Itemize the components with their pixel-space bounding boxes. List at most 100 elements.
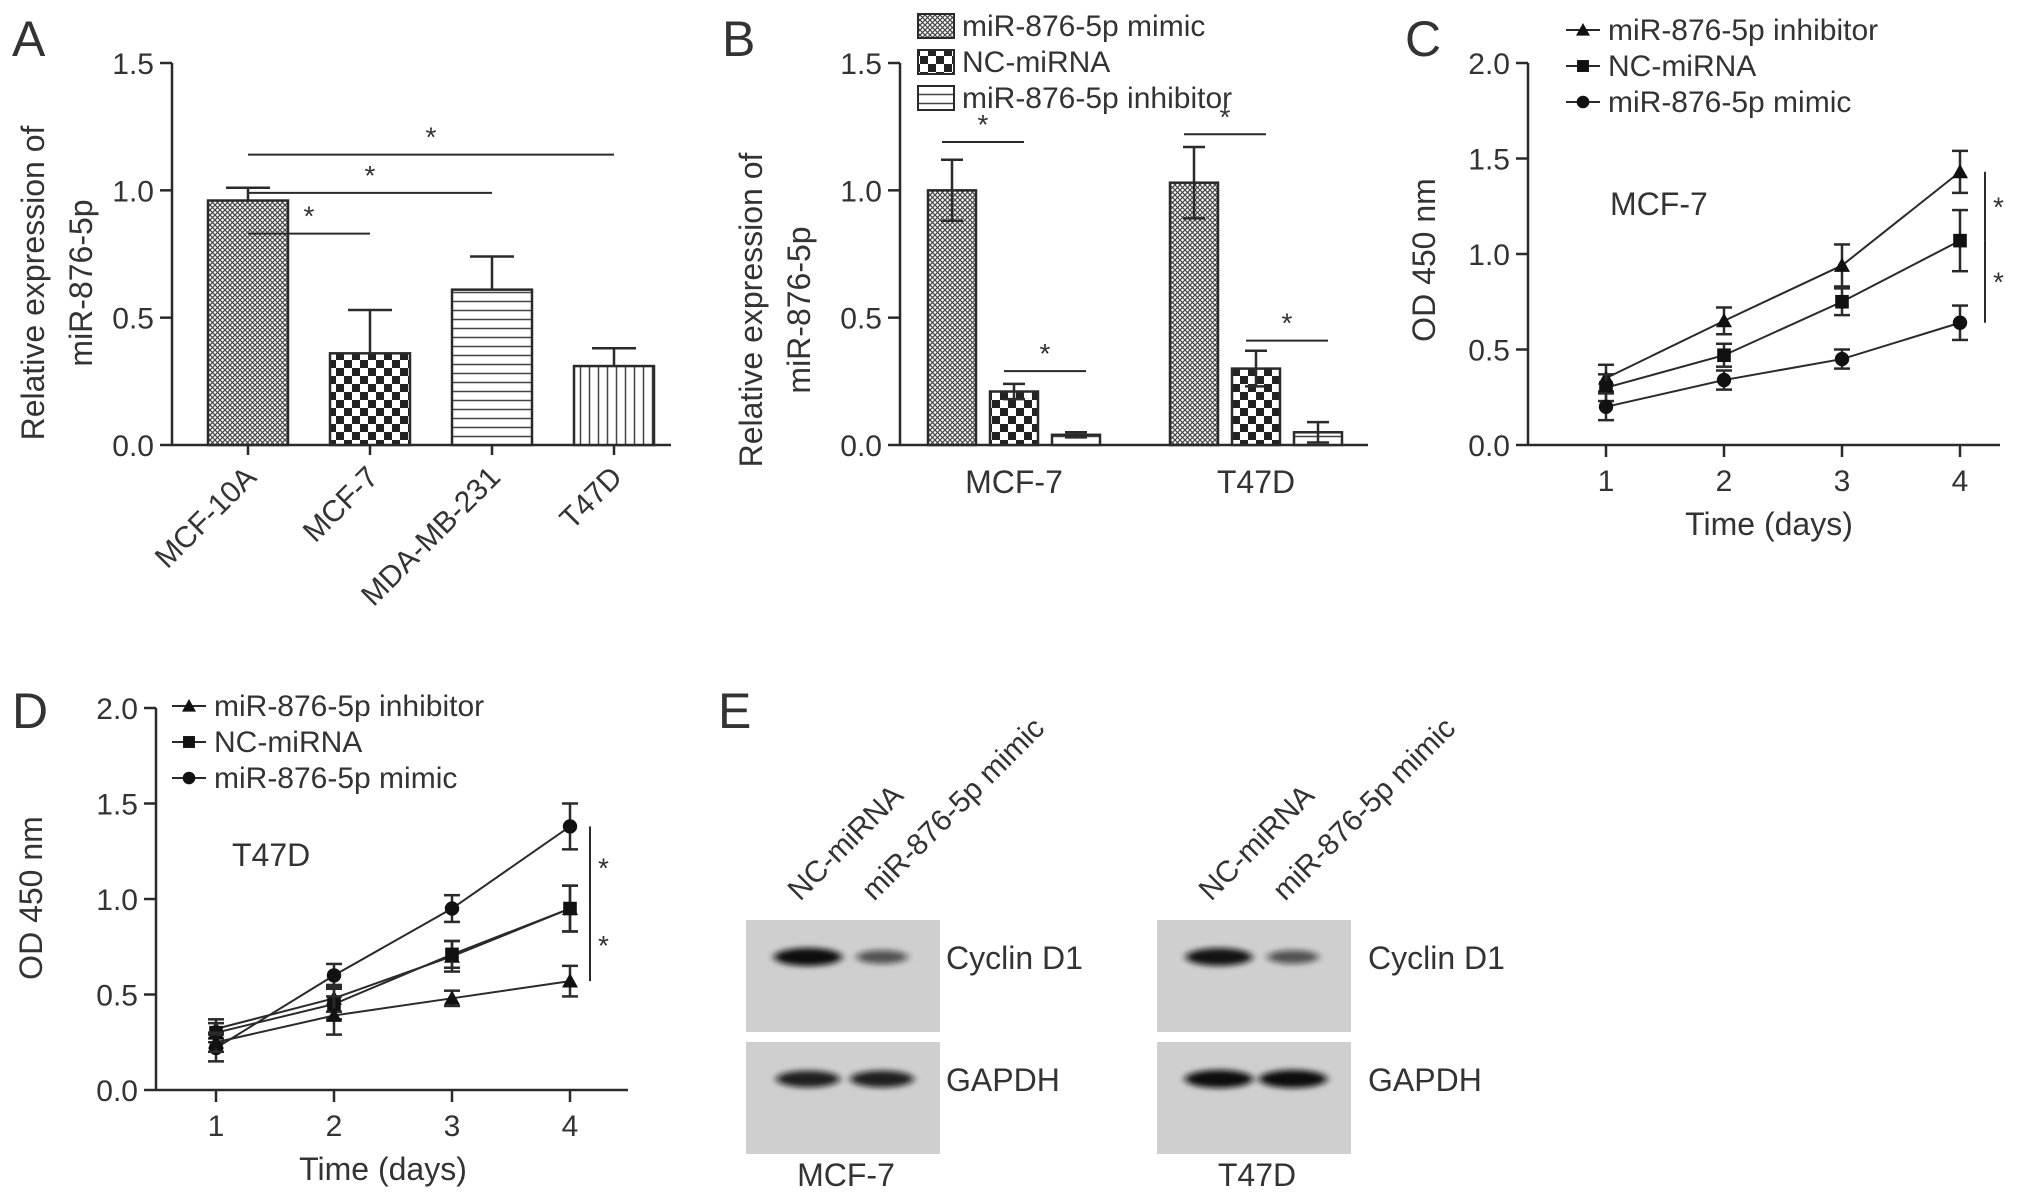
- panel-c-data-point: [1952, 163, 1968, 179]
- panel-letter-a: A: [12, 11, 46, 67]
- panel-c-legend-marker: [1577, 60, 1589, 72]
- panel-d-xlabel: Time (days): [299, 1151, 467, 1187]
- panel-b-ylabel-line1: Relative expression of: [733, 152, 769, 467]
- panel-b-bar: [1168, 181, 1220, 447]
- panel-c-x-tick-label: 4: [1952, 465, 1969, 498]
- panel-d-series-line: [215, 907, 571, 1034]
- panel-c-annotation: MCF-7: [1610, 186, 1708, 222]
- panel-c-y-tick-label: 2.0: [1468, 48, 1510, 81]
- panel-d-y-tick-label: 1.0: [96, 884, 138, 917]
- panel-b-legend-label: miR-876-5p mimic: [962, 10, 1205, 43]
- panel-a-bar: [206, 199, 290, 447]
- panel-b-significance-label: *: [1040, 338, 1051, 369]
- panel-d-legend-label: NC-miRNA: [214, 726, 362, 759]
- panel-d-x-tick-label: 1: [208, 1110, 225, 1143]
- panel-c-legend-label: miR-876-5p inhibitor: [1608, 14, 1878, 47]
- panel-d-legend-marker: [183, 736, 195, 748]
- panel-e-band: [856, 950, 908, 964]
- panel-c-line-chart: 0.0 0.5 1.0 1.5 2.0 1 2 3 4 * *: [1468, 48, 2004, 498]
- panel-a-x-tick-label: MCF-7: [297, 461, 385, 549]
- panel-b-legend-label: miR-876-5p inhibitor: [962, 82, 1232, 115]
- panel-b-legend-swatch: [917, 49, 955, 75]
- panel-d-significance-label: *: [598, 930, 609, 961]
- panel-b-legend-label: NC-miRNA: [962, 46, 1110, 79]
- panel-a-significance-label: *: [426, 122, 437, 153]
- panel-c-y-tick-label: 1.0: [1468, 239, 1510, 272]
- panel-c-data-point: [1716, 312, 1732, 328]
- panel-e-band: [1185, 1069, 1253, 1088]
- panel-d-legend-label: miR-876-5p inhibitor: [214, 690, 484, 723]
- panel-d-y-tick-label: 0.0: [96, 1075, 138, 1108]
- panel-e-blot-membrane: [746, 920, 940, 1032]
- panel-d-annotation: T47D: [232, 837, 310, 873]
- panel-a-bar: [450, 288, 534, 447]
- panel-b-significance-label: *: [1282, 308, 1293, 339]
- panel-b-grouped-bar-chart: 0.0 0.5 1.0 1.5 MCF-7 T47D * * * *: [840, 48, 1368, 500]
- panel-c-legend-label: NC-miRNA: [1608, 50, 1756, 83]
- panel-c-data-point: [1953, 233, 1967, 248]
- panel-c-x-tick-label: 1: [1598, 465, 1615, 498]
- panel-b-y-tick-label: 1.5: [840, 48, 882, 81]
- panel-a-y-tick-label: 1.5: [112, 48, 154, 81]
- panel-a-y-tick-label: 0.5: [112, 303, 154, 336]
- panel-a-bar: [328, 352, 412, 447]
- panel-c-x-tick-label: 2: [1716, 465, 1733, 498]
- panel-e-band: [776, 1070, 840, 1088]
- panel-d-data-point: [444, 901, 460, 916]
- panel-e-blot-membrane: [1157, 920, 1351, 1032]
- panel-c-series-line: [1605, 171, 1961, 380]
- panel-d-legend-marker: [182, 771, 196, 785]
- panel-c-data-point: [1717, 348, 1731, 363]
- panel-a-significance-label: *: [365, 160, 376, 191]
- panel-e-band: [1259, 1069, 1327, 1088]
- panel-d-x-tick-label: 3: [444, 1110, 461, 1143]
- panel-b-x-tick-label: MCF-7: [965, 464, 1063, 500]
- panel-c-series-line: [1605, 321, 1961, 408]
- panel-d-legend-label: miR-876-5p mimic: [214, 762, 457, 795]
- panel-e-blot-membrane: [746, 1042, 940, 1154]
- panel-d-data-point: [563, 901, 577, 916]
- panel-d-line-chart: 0.0 0.5 1.0 1.5 2.0 1 2 3 4 * *: [96, 693, 628, 1143]
- panel-d-legend-marker: [182, 699, 196, 712]
- panel-d-y-tick-label: 0.5: [96, 980, 138, 1013]
- panel-c-x-tick-label: 3: [1834, 465, 1851, 498]
- panel-b-legend-swatch: [917, 85, 955, 111]
- panel-b-bar: [988, 390, 1040, 447]
- panel-d-y-tick-label: 2.0: [96, 693, 138, 726]
- panel-a-y-tick-label: 0.0: [112, 430, 154, 463]
- panel-b-bar: [926, 189, 978, 447]
- panel-e-band: [774, 947, 842, 966]
- panel-c-series-line: [1605, 239, 1961, 389]
- panel-c-significance-label: *: [1993, 267, 2004, 298]
- panel-c-data-point: [1716, 372, 1732, 388]
- panel-letter-b: B: [722, 11, 755, 67]
- panel-b-legend-swatch: [917, 13, 955, 39]
- panel-a-x-tick-label: MCF-10A: [149, 461, 263, 575]
- panel-a-y-tick-label: 1.0: [112, 175, 154, 208]
- panel-d-y-tick-label: 1.5: [96, 789, 138, 822]
- panel-d-significance-label: *: [598, 852, 609, 883]
- panel-b-ylabel-line2: miR-876-5p: [781, 226, 817, 393]
- panel-c-data-point: [1834, 257, 1850, 272]
- panel-c-y-tick-label: 0.0: [1468, 430, 1510, 463]
- panel-b-y-tick-label: 1.0: [840, 175, 882, 208]
- panel-d-series-line: [215, 825, 571, 1049]
- panel-c-y-tick-label: 1.5: [1468, 144, 1510, 177]
- panel-a-ylabel-line2: miR-876-5p: [63, 199, 99, 366]
- panel-d-ylabel: OD 450 nm: [13, 816, 49, 980]
- panel-e-protein-label: GAPDH: [946, 1062, 1060, 1098]
- panel-d-data-point: [444, 990, 460, 1005]
- panel-c-ylabel: OD 450 nm: [1406, 178, 1442, 342]
- panel-b-significance-label: *: [1220, 101, 1231, 132]
- panel-d-x-tick-label: 4: [562, 1110, 579, 1143]
- panel-c-xlabel: Time (days): [1685, 506, 1853, 542]
- panel-e-protein-label: Cyclin D1: [1368, 940, 1505, 976]
- panel-d-data-point: [208, 1034, 224, 1049]
- panel-c-legend-marker: [1576, 95, 1590, 109]
